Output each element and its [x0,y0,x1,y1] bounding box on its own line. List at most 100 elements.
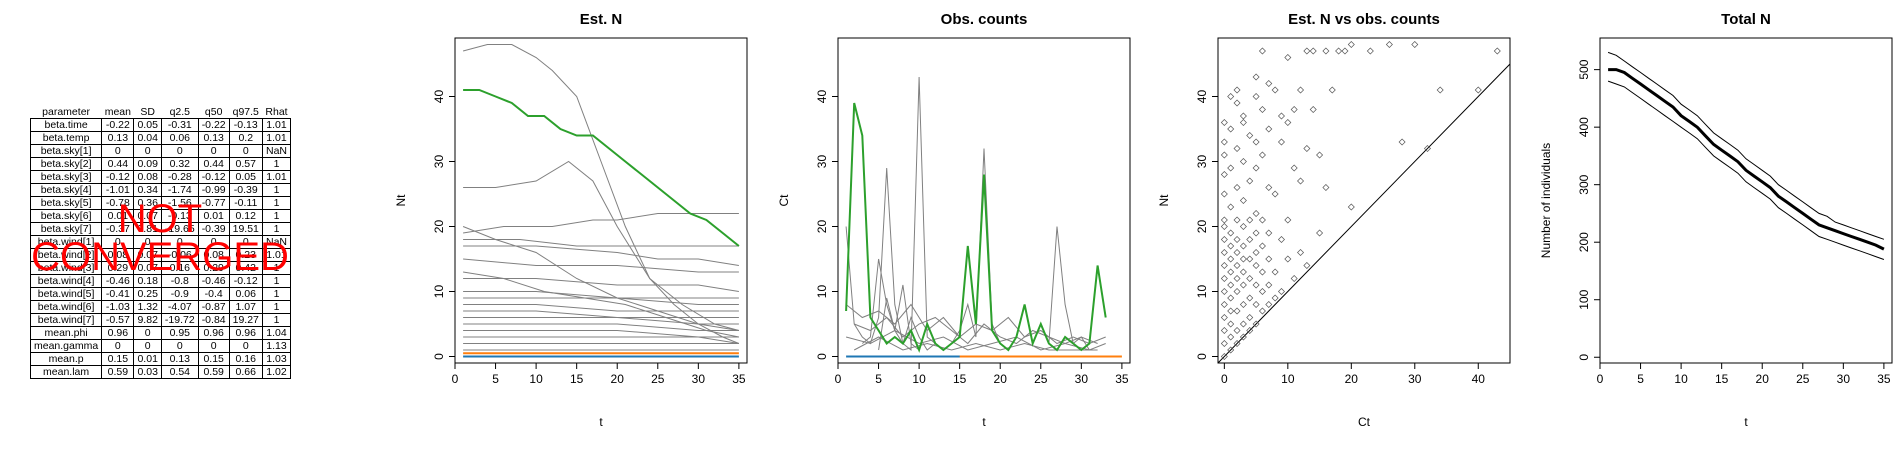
chart-title: Est. N [580,11,623,28]
scatter-point [1271,294,1279,302]
x-tick-label: 35 [732,372,746,386]
series-line [462,44,740,344]
table-cell: 0.09 [133,157,162,171]
scatter-point [1239,112,1247,120]
scatter-point [1233,184,1241,191]
table-cell: 0.18 [133,274,162,288]
plot-area [1607,51,1885,260]
scatter-point [1233,327,1241,334]
table-row: beta.sky[4] -1.01 0.34 -1.74 -0.99 -0.39 1 [29,183,292,197]
scatter-point [1227,229,1235,237]
series-line [845,102,1107,353]
scatter-point [1252,210,1260,217]
scatter-point [1233,249,1241,256]
table-cell: -0.22 [197,118,230,132]
table-cell: 0.08 [101,248,135,262]
y-tick-label: 0 [1195,353,1209,360]
table-cell: -0.06 [160,248,199,262]
table-cell: 0.32 [160,157,199,171]
x-axis-label: t [1744,415,1748,429]
table-cell: -1.01 [101,183,135,197]
scatter-point [1239,268,1247,276]
identity-line [1218,63,1510,363]
x-tick-label: 25 [1034,372,1048,386]
scatter-point [1335,47,1343,55]
scatter-point [1258,106,1266,113]
scatter-point [1252,301,1260,308]
scatter-point [1258,47,1266,55]
plot-frame [454,37,748,364]
table-cell: 0.08 [133,170,162,184]
x-tick-label: 5 [1637,372,1644,386]
table-cell: 0.2 [228,131,263,145]
plot-frame [1217,37,1511,364]
series-line [854,316,1098,345]
x-tick-label: 10 [529,372,543,386]
scatter-point [1265,229,1273,237]
scatter-point [1246,236,1254,243]
chart-3: Est. N vs obs. counts 0 10 20 30 40 0 10 20 30 40 C… [1157,11,1511,429]
table-cell: beta.wind[3] [29,261,103,275]
y-axis-label: Nt [1157,194,1171,207]
scatter-point [1220,249,1228,256]
chart-title: Obs. counts [941,11,1028,28]
scatter-point [1366,47,1374,55]
scatter-point [1220,353,1228,360]
column-header: mean [104,105,131,118]
column-header: parameter [42,105,91,118]
scatter-point [1277,288,1285,295]
table-row: beta.wind[3] 0.29 0.07 0.16 0.29 0.42 1 [29,261,292,275]
table-cell: 0 [228,235,263,249]
scatter-point [1423,145,1431,152]
scatter-point [1220,138,1228,146]
series-line [1607,51,1885,240]
chart-2: Obs. counts 0 5 10 15 20 25 30 35 0 10 20 30 40 t Ct [777,11,1131,429]
x-tick-label: 20 [994,372,1008,386]
scatter-point [1239,158,1247,165]
series-line [463,304,739,312]
series-line [845,329,1106,351]
scatter-point [1290,164,1298,172]
table-row: beta.sky[3] -0.12 0.08 -0.28 -0.12 0.05 1.01 [29,170,292,184]
x-tick-label: 30 [1408,372,1422,386]
scatter-point [1252,93,1260,100]
x-tick-label: 15 [953,372,967,386]
y-tick-label: 0 [432,353,446,360]
y-tick-label: 30 [1195,155,1209,169]
scatter-point [1220,262,1228,269]
series-line [463,160,740,331]
scatter-point [1220,151,1228,159]
table-cell: 0.57 [228,157,263,171]
x-tick-label: 10 [912,372,926,386]
table-cell: 0 [228,144,263,158]
scatter-point [1265,301,1273,308]
scatter-point [1265,80,1273,87]
parameter-table: parameter mean SD q2.5 q50 q97.5 Rhat beta.tim… [29,105,292,379]
scatter-point [1233,262,1241,269]
table-cell: beta.sky[3] [29,170,103,184]
table-row: mean.p 0.15 0.01 0.13 0.15 0.16 1.03 [29,352,292,366]
table-cell: -0.12 [228,274,263,288]
scatter-point [1265,184,1273,191]
scatter-point [1316,229,1324,237]
table-cell: -0.11 [228,196,263,210]
table-cell: 0.96 [228,326,263,340]
scatter-point [1258,242,1266,250]
scatter-point [1227,203,1235,211]
table-cell: 0.03 [133,365,162,379]
scatter-point [1239,281,1247,289]
x-tick-label: 20 [1756,372,1770,386]
scatter-point [1239,320,1247,328]
series-line [463,89,740,247]
scatter-point [1385,41,1393,48]
series-line [1607,80,1885,260]
scatter-point [1265,281,1273,289]
table-cell: 0.59 [101,365,135,379]
scatter-point [1246,132,1254,139]
scatter-point [1227,294,1235,302]
scatter-point [1227,93,1235,100]
table-cell: 0.07 [133,209,162,223]
table-cell: 1.02 [261,365,292,379]
scatter-point [1220,236,1228,243]
x-tick-label: 35 [1115,372,1129,386]
